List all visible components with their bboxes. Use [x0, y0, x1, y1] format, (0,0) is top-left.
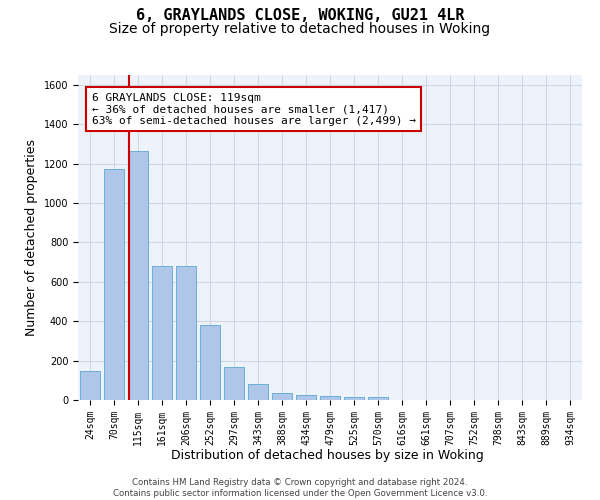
Y-axis label: Number of detached properties: Number of detached properties: [25, 139, 38, 336]
Bar: [152, 266, 172, 400]
Bar: [320, 396, 340, 400]
Bar: [80, 372, 100, 400]
Bar: [128, 151, 148, 400]
Bar: [272, 393, 292, 400]
Bar: [344, 397, 364, 400]
Text: Distribution of detached houses by size in Woking: Distribution of detached houses by size …: [170, 448, 484, 462]
Bar: [368, 397, 388, 400]
Text: 6 GRAYLANDS CLOSE: 119sqm
← 36% of detached houses are smaller (1,417)
63% of se: 6 GRAYLANDS CLOSE: 119sqm ← 36% of detac…: [92, 92, 416, 126]
Text: Contains HM Land Registry data © Crown copyright and database right 2024.
Contai: Contains HM Land Registry data © Crown c…: [113, 478, 487, 498]
Bar: [296, 395, 316, 400]
Bar: [224, 366, 244, 400]
Bar: [104, 168, 124, 400]
Text: Size of property relative to detached houses in Woking: Size of property relative to detached ho…: [109, 22, 491, 36]
Bar: [200, 325, 220, 400]
Text: 6, GRAYLANDS CLOSE, WOKING, GU21 4LR: 6, GRAYLANDS CLOSE, WOKING, GU21 4LR: [136, 8, 464, 22]
Bar: [176, 266, 196, 400]
Bar: [248, 384, 268, 400]
